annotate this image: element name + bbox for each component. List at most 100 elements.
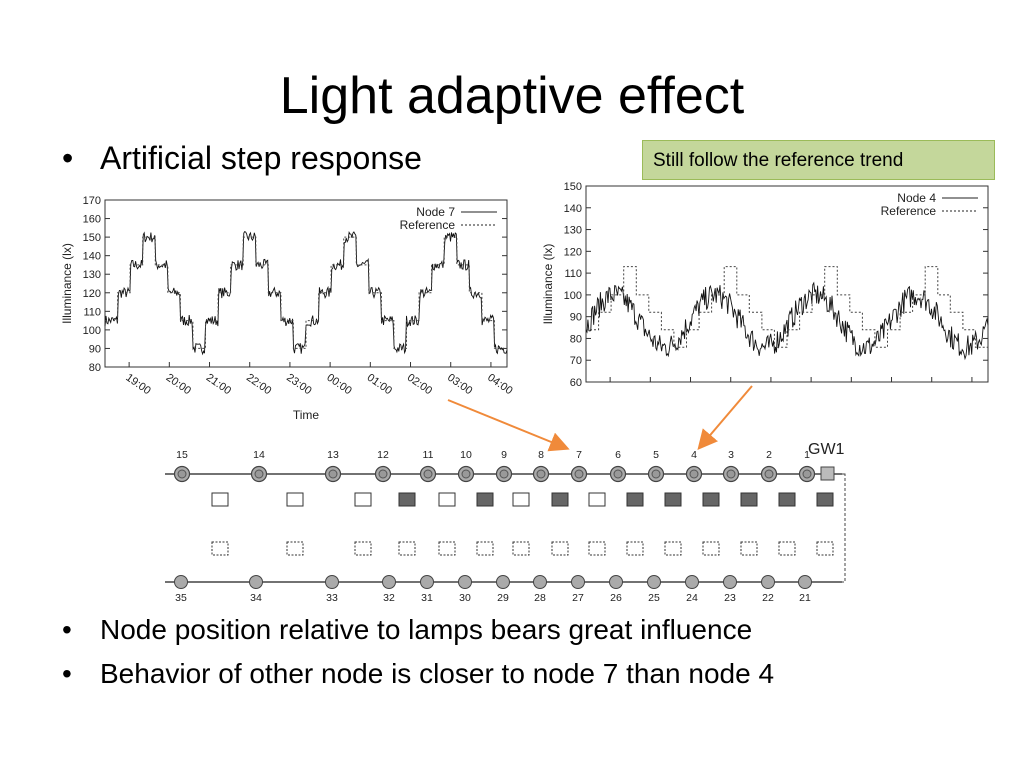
y-tick-label: 120 <box>83 288 101 300</box>
top-node-core <box>689 469 699 479</box>
top-node-core <box>574 469 584 479</box>
lamp-off <box>286 492 304 507</box>
plot-frame <box>585 185 989 383</box>
y-tick-label: 140 <box>564 203 582 215</box>
bottom-node <box>420 575 434 589</box>
series-line-node-4 <box>585 281 989 361</box>
bottom-node-label: 23 <box>724 592 736 604</box>
y-axis-label: Illuminance (lx) <box>60 243 74 324</box>
chart-node4: 60 70 80 90 100 110 120 130 140 150 Illuminance (l… <box>541 181 989 389</box>
bottom-node-label: 27 <box>572 592 584 604</box>
top-node-core <box>651 469 661 479</box>
bullet-text: Artificial step response <box>100 140 422 176</box>
bullet-dot: • <box>62 140 74 176</box>
y-tick-label: 80 <box>570 333 582 345</box>
x-axis-label: Time <box>293 408 320 422</box>
lamp-off <box>211 492 229 507</box>
lamp-lower <box>476 541 494 556</box>
y-tick-label: 150 <box>83 232 101 244</box>
y-tick-label: 160 <box>83 214 101 226</box>
top-node-label: 12 <box>377 449 389 461</box>
top-node-label: 13 <box>327 449 339 461</box>
x-tick-label: 01:00 <box>365 372 394 398</box>
bottom-node-label: 21 <box>799 592 811 604</box>
gateway-node <box>820 466 835 481</box>
y-tick-label: 70 <box>570 355 582 367</box>
bottom-node-label: 22 <box>762 592 774 604</box>
bottom-node <box>249 575 263 589</box>
top-node-label: 10 <box>460 449 472 461</box>
lamp-lower <box>286 541 304 556</box>
top-node-core <box>613 469 623 479</box>
x-tick-label: 02:00 <box>405 372 434 398</box>
gw-return-link <box>815 473 846 583</box>
x-tick-label: 03:00 <box>445 372 474 398</box>
chart-node7: 80 90 100 110 120 130 140 150 160 170 19:00 20:00 21… <box>60 195 515 422</box>
top-node-label: 14 <box>253 449 265 461</box>
lamp-lower <box>398 541 416 556</box>
y-tick-label: 80 <box>89 362 101 374</box>
bottom-node <box>382 575 396 589</box>
bullet-text: Node position relative to lamps bears gr… <box>100 614 753 645</box>
y-tick-label: 140 <box>83 251 101 263</box>
arrow-to-node7 <box>447 399 570 452</box>
lamp-on <box>778 492 796 507</box>
lamp-on <box>740 492 758 507</box>
y-tick-label: 90 <box>570 312 582 324</box>
y-tick-label: 130 <box>564 225 582 237</box>
lamp-lower <box>354 541 372 556</box>
lamp-on <box>626 492 644 507</box>
lamp-lower <box>626 541 644 556</box>
bottom-node-label: 24 <box>686 592 698 604</box>
series-line-reference <box>586 266 988 348</box>
bottom-node-label: 28 <box>534 592 546 604</box>
x-tick-label: 19:00 <box>123 372 152 398</box>
series-line-node-7 <box>104 230 508 356</box>
top-node-core <box>177 469 187 479</box>
bullet-dot: • <box>62 658 72 689</box>
top-node-core <box>726 469 736 479</box>
top-node-label: 8 <box>538 449 544 461</box>
series-line-reference <box>105 236 507 349</box>
bottom-node-label: 30 <box>459 592 471 604</box>
bullet-dot: • <box>62 614 72 645</box>
lamp-on <box>398 492 416 507</box>
legend-label: Node 7 <box>416 205 455 219</box>
lamp-off <box>354 492 372 507</box>
lamp-lower <box>664 541 682 556</box>
bottom-node <box>571 575 585 589</box>
lamp-lower <box>438 541 456 556</box>
bottom-node <box>723 575 737 589</box>
y-axis-label: Illuminance (lx) <box>541 244 555 325</box>
top-node-label: 9 <box>501 449 507 461</box>
lamp-on <box>664 492 682 507</box>
bottom-node-label: 26 <box>610 592 622 604</box>
bottom-node-label: 32 <box>383 592 395 604</box>
legend-label: Reference <box>400 218 456 232</box>
callout-box: Still follow the reference trend <box>642 140 995 180</box>
y-tick-label: 60 <box>570 377 582 389</box>
y-tick-label: 100 <box>564 290 582 302</box>
bottom-node-label: 33 <box>326 592 338 604</box>
bullet-behavior: • Behavior of other node is closer to no… <box>62 656 774 692</box>
top-node-core <box>254 469 264 479</box>
legend-label: Node 4 <box>897 191 936 205</box>
lamp-lower <box>211 541 229 556</box>
top-node-core <box>764 469 774 479</box>
top-node-label: 6 <box>615 449 621 461</box>
lamp-on <box>816 492 834 507</box>
lamp-off <box>588 492 606 507</box>
legend-label: Reference <box>881 204 937 218</box>
bullet-text: Behavior of other node is closer to node… <box>100 658 775 689</box>
x-tick-label: 23:00 <box>284 372 313 398</box>
top-node-label: 2 <box>766 449 772 461</box>
lamp-lower <box>512 541 530 556</box>
bottom-node <box>609 575 623 589</box>
plot-frame <box>104 199 508 368</box>
bottom-node <box>647 575 661 589</box>
lamp-on <box>551 492 569 507</box>
bottom-node <box>458 575 472 589</box>
bottom-node <box>533 575 547 589</box>
top-node-label: 15 <box>176 449 188 461</box>
